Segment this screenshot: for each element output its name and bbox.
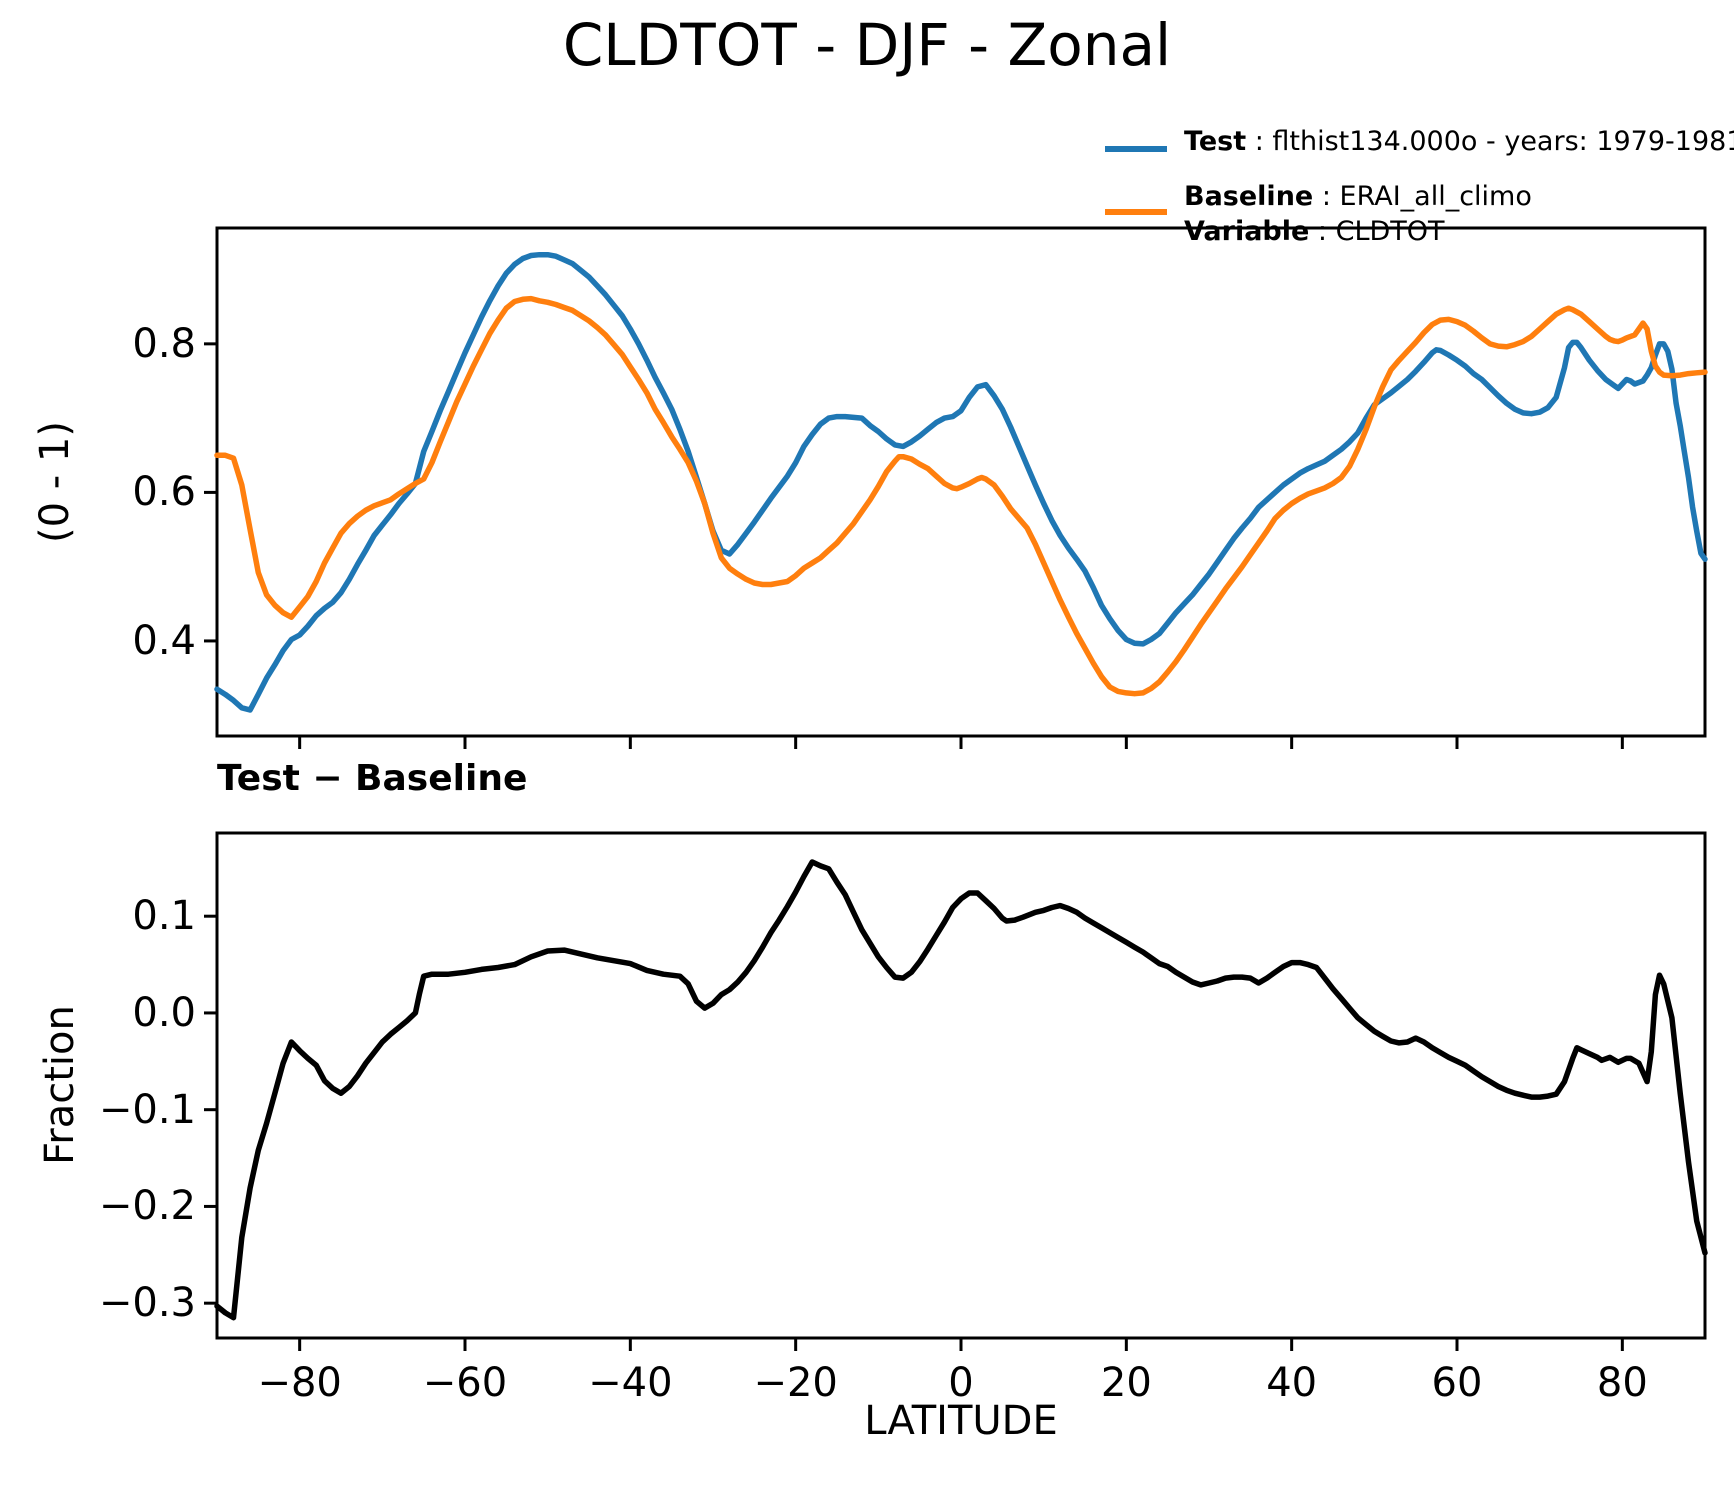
legend-entry-variable: Variable : CLDTOT [1184,216,1445,248]
legend-test-label: Test [1184,126,1247,157]
xtick-label-difference: 60 [1431,1360,1483,1406]
legend-variable-label: Variable [1184,216,1310,247]
ytick-label-difference: −0.1 [98,1086,196,1133]
ytick-label-main: 0.6 [132,469,196,516]
ytick-label-difference: 0.1 [132,893,196,940]
xtick-label-difference: −40 [588,1360,673,1406]
ytick-label-difference: 0.0 [132,989,196,1036]
legend-entry-test: Test : flthist134.000o - years: 1979-198… [1184,126,1734,158]
axis-ticks [204,342,1624,1351]
test-series-line [214,251,1708,713]
xtick-label-difference: −20 [753,1360,838,1406]
difference-plot-frame [215,831,1707,1340]
difference-series-line [214,859,1708,1321]
legend-baseline-line-swatch [1105,209,1167,215]
xtick-label-difference: 40 [1266,1360,1318,1406]
xtick-label-difference: −80 [257,1360,342,1406]
legend-baseline-value: : ERAI_all_climo [1321,181,1532,212]
chart-title: CLDTOT - DJF - Zonal [562,11,1172,79]
legend-test-line-swatch [1105,146,1167,152]
baseline-series-line [214,295,1708,697]
ytick-label-difference: −0.3 [98,1280,196,1327]
legend-test-value: : flthist134.000o - years: 1979-1981 [1254,126,1734,157]
xtick-label-difference: 20 [1100,1360,1152,1406]
legend-variable-value: : CLDTOT [1317,216,1445,247]
main-plot-frame [215,226,1707,738]
ytick-label-difference: −0.2 [98,1183,196,1230]
xtick-label-difference: −60 [422,1360,508,1406]
xtick-label-difference: 0 [948,1360,974,1406]
legend-baseline-label: Baseline [1184,181,1314,212]
difference-panel-title: Test − Baseline [217,758,528,799]
ytick-label-main: 0.4 [132,617,196,664]
xtick-label-difference: 80 [1596,1360,1648,1406]
x-axis-label: LATITUDE [864,1398,1058,1444]
ytick-label-main: 0.8 [132,320,196,367]
legend-entry-baseline: Baseline : ERAI_all_climo [1184,181,1532,213]
